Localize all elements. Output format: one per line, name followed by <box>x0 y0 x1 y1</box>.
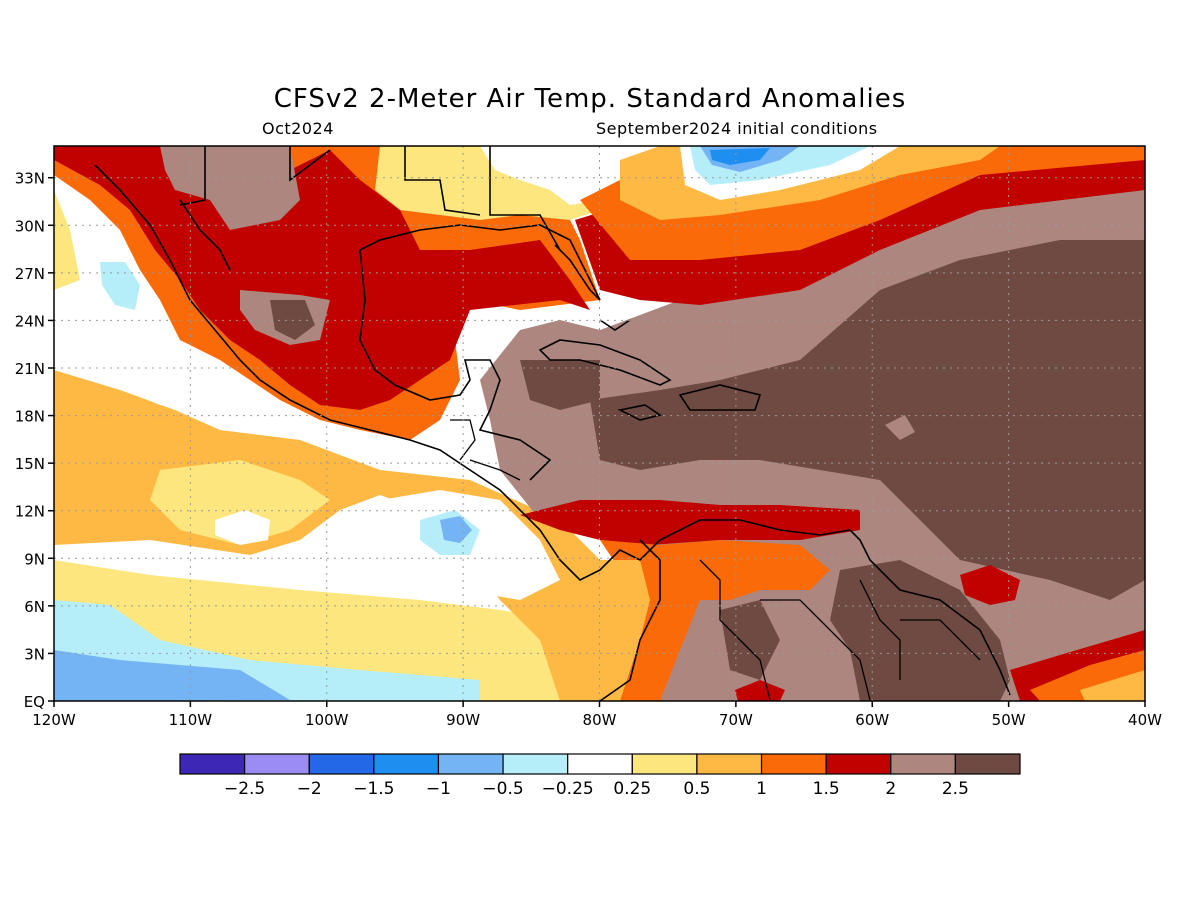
legend-label: 0.5 <box>683 779 710 799</box>
coastlines <box>94 146 1011 701</box>
map-title: CFSv2 2-Meter Air Temp. Standard Anomali… <box>273 84 907 114</box>
gridlines <box>54 146 1145 701</box>
x-tick-label: 70W <box>719 711 753 729</box>
anomaly-region-yellow-sa <box>598 560 650 701</box>
legend-label: −0.5 <box>482 779 523 799</box>
anomaly-region-darkbrown-guiana <box>830 560 1010 701</box>
legend-label: 2 <box>885 779 896 799</box>
legend-label: −0.25 <box>542 779 594 799</box>
legend-swatch <box>696 753 763 775</box>
x-tick-label: 120W <box>32 711 76 729</box>
y-tick-label: 6N <box>24 598 45 616</box>
legend-label: −1.5 <box>353 779 394 799</box>
y-tick-label: 24N <box>15 312 45 330</box>
latitude-axis: 33N 30N 27N 24N 21N 18N 15N 12N 9N 6N 3N EQ <box>15 170 54 711</box>
legend-label: 0.25 <box>613 779 651 799</box>
anomaly-region-darkbrown-sa <box>720 600 780 680</box>
x-tick-label: 100W <box>305 711 349 729</box>
anomaly-region-darkbrown-caribbean <box>520 360 600 410</box>
legend-label: −2 <box>297 779 322 799</box>
y-tick-label: 3N <box>24 645 45 663</box>
anomaly-region-orange-pacific <box>54 370 620 701</box>
y-tick-label: 9N <box>24 550 45 568</box>
legend-swatch <box>890 753 956 775</box>
anomaly-region-darkbrown-atlantic <box>590 240 1145 600</box>
anomaly-region-orange-sa <box>600 540 830 701</box>
y-tick-label: EQ <box>24 693 45 711</box>
anomaly-region-blue-central <box>440 516 472 543</box>
anomaly-region-yellow-west-top <box>54 190 80 290</box>
y-tick-label: 18N <box>15 408 45 426</box>
y-tick-label: 30N <box>15 217 45 235</box>
longitude-axis: 120W 110W 100W 90W 80W 70W 60W 50W 40W <box>32 701 1162 729</box>
legend-swatch <box>179 753 246 775</box>
anomaly-region-blue-pacific <box>54 650 290 701</box>
legend-label: 2.5 <box>942 779 969 799</box>
legend-swatch <box>244 753 310 775</box>
anomaly-map <box>54 146 1145 701</box>
legend-label: 1 <box>756 779 767 799</box>
legend-swatch <box>760 753 827 775</box>
y-tick-label: 15N <box>15 455 45 473</box>
legend-swatch <box>373 753 440 775</box>
legend-swatch <box>437 753 504 775</box>
y-tick-label: 33N <box>15 170 45 188</box>
anomaly-region-brown-mexico <box>160 146 300 230</box>
x-tick-label: 90W <box>446 711 480 729</box>
country-borders <box>450 419 981 701</box>
x-tick-label: 40W <box>1128 711 1162 729</box>
anomaly-region-white-us <box>480 146 620 205</box>
x-tick-label: 60W <box>855 711 889 729</box>
anomaly-region-red-caribbean <box>520 500 860 545</box>
y-tick-label: 21N <box>15 360 45 378</box>
legend-swatch <box>631 753 698 775</box>
anomaly-region-yellow-core <box>150 460 330 545</box>
anomaly-region-white-hole <box>215 510 270 545</box>
forecast-month: Oct2024 <box>262 119 334 138</box>
y-tick-label: 27N <box>15 265 45 283</box>
x-tick-label: 80W <box>583 711 617 729</box>
color-legend: −2.5 −2 −1.5 −1 −0.5 −0.25 0.25 0.5 1 1.5 2 2.5 <box>179 753 1021 799</box>
x-tick-label: 50W <box>992 711 1026 729</box>
initial-conditions: September2024 initial conditions <box>596 119 878 138</box>
legend-swatch <box>502 753 569 775</box>
y-tick-label: 12N <box>15 503 45 521</box>
anomaly-region-darkblue-atlantic <box>710 148 770 165</box>
anomaly-region-red-amazon <box>735 680 785 701</box>
x-tick-label: 110W <box>169 711 213 729</box>
legend-swatch <box>567 753 633 775</box>
anomaly-region-light-blue-west <box>100 262 140 310</box>
anomaly-region-yellow-atlantic-east <box>1080 670 1145 701</box>
anomaly-region-brown-blob-atlantic <box>885 415 915 440</box>
legend-label: −1 <box>426 779 451 799</box>
legend-label: 1.5 <box>813 779 840 799</box>
anomaly-region-red-blob-atlantic <box>960 565 1020 605</box>
legend-label: −2.5 <box>224 779 265 799</box>
legend-swatch <box>308 753 375 775</box>
legend-swatch <box>825 753 892 775</box>
anomaly-region-white-west <box>54 250 215 415</box>
legend-swatch <box>954 753 1021 775</box>
